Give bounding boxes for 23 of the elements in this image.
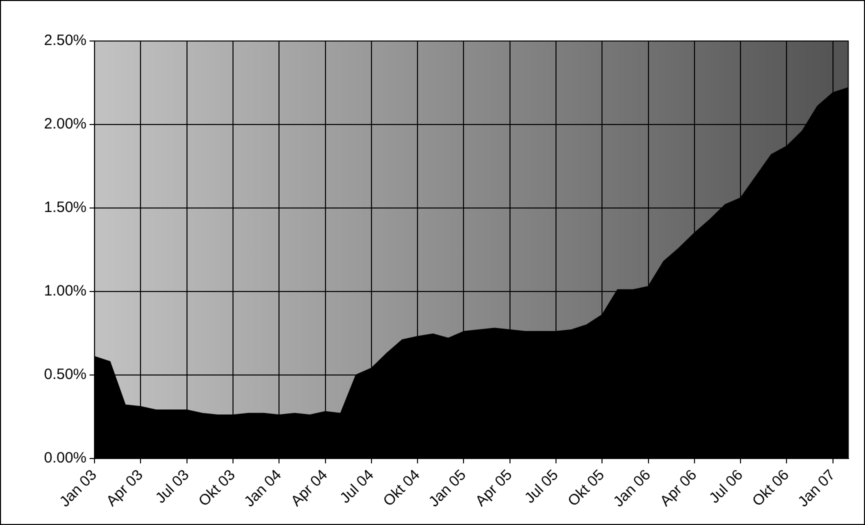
x-tick-label: Jan 04: [241, 466, 285, 510]
x-tick-label: Jul 04: [336, 466, 378, 507]
x-tick-label: Okt 06: [749, 466, 792, 510]
y-tick-label: 0.50%: [44, 366, 87, 384]
x-tick-label: Apr 03: [103, 466, 146, 510]
x-tick-label: Okt 04: [380, 466, 424, 510]
x-tick-label: Okt 05: [564, 466, 608, 510]
x-tick-label: Okt 03: [195, 466, 239, 510]
x-tick-label: Jan 03: [56, 466, 100, 510]
x-tick-label: Jan 05: [426, 466, 470, 510]
x-tick-label: Jul 03: [152, 466, 193, 507]
y-tick-label: 1.00%: [44, 282, 87, 300]
x-tick-label: Apr 04: [288, 466, 332, 510]
x-tick-label: Apr 05: [472, 466, 516, 510]
y-tick-label: 1.50%: [44, 199, 87, 216]
x-tick-label: Jan 07: [794, 466, 839, 510]
x-tick-label: Jul 05: [521, 466, 562, 507]
y-tick-label: 2.00%: [44, 116, 87, 133]
x-tick-label: Apr 06: [656, 466, 700, 510]
y-tick-label: 2.50%: [44, 32, 87, 50]
x-tick-label: Jul 06: [706, 466, 746, 507]
y-tick-label: 0.00%: [44, 450, 87, 467]
x-tick-label: Jan 06: [610, 466, 654, 510]
